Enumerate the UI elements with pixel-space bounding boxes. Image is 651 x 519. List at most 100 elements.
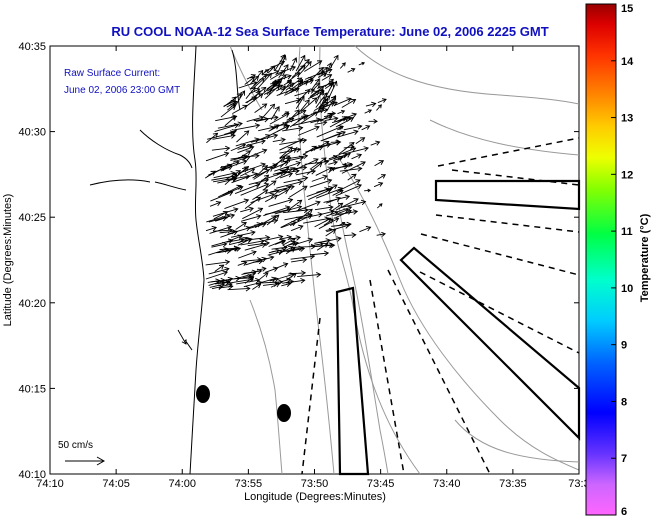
current-vector-head (280, 85, 287, 91)
current-vector-head (335, 196, 341, 202)
current-vector-head (309, 88, 316, 94)
current-vector (317, 96, 326, 113)
current-vector-head (381, 174, 386, 179)
current-vector-head (287, 146, 293, 152)
current-vector-head (307, 77, 314, 83)
x-tick-label: 73:50 (301, 478, 329, 490)
current-vector-head (256, 222, 263, 228)
current-vector (208, 268, 229, 275)
current-vector (325, 229, 336, 237)
buoy-marker (196, 385, 210, 403)
current-vector (321, 74, 332, 81)
current-vector (361, 125, 370, 131)
surface-current-vectors (177, 54, 387, 345)
current-vector (205, 152, 229, 162)
current-vector (289, 155, 308, 159)
current-vector-head (324, 216, 330, 222)
current-vector-head (338, 155, 344, 161)
current-vector (271, 155, 290, 167)
current-vector (339, 222, 345, 226)
current-vector-head (261, 266, 267, 272)
current-vector (282, 209, 309, 214)
current-vector-head (274, 188, 280, 195)
current-vector-head (272, 133, 279, 139)
current-vector (265, 190, 279, 194)
current-vector-head (280, 137, 286, 143)
current-vector (253, 260, 263, 263)
current-vector (270, 106, 280, 120)
current-vector (276, 181, 303, 189)
current-vector-head (332, 184, 338, 190)
current-vector (282, 127, 303, 132)
x-tick-label: 73:35 (499, 478, 527, 490)
current-vector (205, 261, 230, 266)
current-vector (292, 238, 313, 246)
current-vector (246, 223, 262, 229)
current-vector-head (290, 167, 296, 173)
current-vector-head (262, 189, 269, 195)
current-vector-head (250, 230, 256, 236)
current-vector-head (348, 117, 355, 122)
current-vector-head (235, 170, 242, 176)
current-vector-head (278, 234, 284, 240)
current-vector-head (257, 207, 264, 213)
current-vector-head (297, 179, 304, 186)
current-vector-head (329, 101, 336, 107)
current-vector (300, 111, 318, 124)
current-vector (335, 198, 359, 211)
current-vector (261, 281, 283, 284)
current-vector (316, 244, 333, 247)
current-vector (261, 103, 275, 120)
current-vector (289, 115, 307, 128)
current-vector (278, 81, 292, 96)
current-vector (252, 189, 268, 201)
colorbar-tick-label: 11 (621, 226, 633, 238)
current-vector-head (279, 238, 286, 245)
x-axis-label: Longitude (Degrees:Minutes) (244, 491, 386, 503)
y-tick-label: 40:30 (18, 127, 46, 139)
current-vector-head (336, 131, 342, 137)
current-vector (217, 178, 237, 184)
current-vector (300, 97, 318, 113)
current-vector-head (304, 88, 311, 95)
current-vector-head (298, 125, 304, 132)
current-vector (294, 89, 315, 97)
current-vector (234, 124, 260, 131)
current-vector-head (323, 250, 330, 257)
scale-label: 50 cm/s (58, 440, 93, 451)
current-vector-head (269, 103, 276, 109)
current-vector (335, 184, 362, 197)
current-vector-head (283, 189, 289, 195)
current-vector-head (351, 232, 357, 238)
current-vector-head (353, 129, 359, 135)
current-vector-head (310, 169, 317, 175)
current-vector (340, 201, 366, 209)
current-vector-head (356, 183, 362, 190)
current-vector (220, 105, 236, 118)
current-vector-head (333, 54, 339, 61)
current-vector-head (210, 170, 216, 176)
current-vector-head (319, 85, 325, 91)
current-vector (288, 185, 308, 198)
current-vector (317, 72, 327, 78)
current-vector (320, 131, 346, 142)
current-vector-head (332, 80, 338, 87)
current-vector (214, 124, 239, 132)
current-vector-head (255, 196, 262, 202)
current-vector (259, 82, 276, 97)
current-vector (246, 116, 264, 123)
current-vector-head (255, 283, 262, 289)
colorbar-tick-label: 7 (621, 453, 627, 465)
current-vector-head (315, 200, 321, 206)
current-vector-head (225, 145, 231, 152)
current-vector-head (243, 165, 250, 172)
current-vector-head (222, 270, 229, 276)
current-vector (215, 115, 237, 122)
current-vector (277, 189, 289, 197)
current-vector (293, 158, 319, 171)
current-vector (213, 229, 233, 232)
current-vector-head (341, 221, 346, 226)
current-vector-head (328, 82, 334, 88)
current-vector-head (285, 157, 292, 163)
current-vector (258, 126, 275, 132)
